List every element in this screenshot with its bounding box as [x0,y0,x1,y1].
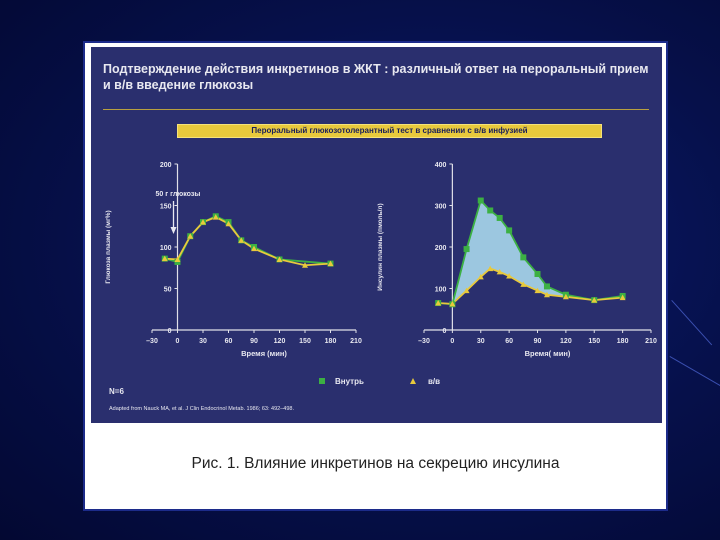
data-point-iv [506,273,513,279]
x-tick-label: 210 [645,338,657,345]
incretin-effect-area [438,200,623,305]
x-tick-label: 90 [534,338,542,345]
title-divider [103,109,649,110]
legend-iv-label: в/в [428,377,440,386]
data-point-iv [238,237,245,243]
data-point-iv [477,273,484,280]
x-axis-label: Время (мин) [241,349,287,358]
data-point-iv [534,287,541,294]
x-tick-label: 0 [176,338,180,345]
data-point-oral [496,214,503,221]
y-tick-label: 200 [435,245,447,252]
data-point-iv [200,219,206,225]
source-note: Adapted from Nauck MA, et al. J Clin End… [109,406,294,412]
data-point-iv [174,256,181,262]
data-point-iv [212,214,219,220]
dose-annotation: 50 г глюкозы [156,191,201,198]
data-point-oral [487,207,494,214]
data-point-oral [520,254,527,261]
data-point-oral [477,197,484,204]
data-point-iv [463,287,470,294]
x-tick-label: 90 [250,338,258,345]
data-point-iv [619,294,626,301]
data-point-oral [543,283,550,290]
n-label: N=6 [109,387,124,396]
legend-oral-marker [319,378,325,384]
y-tick-label: 50 [164,287,172,294]
x-tick-label: –30 [418,338,430,345]
legend-oral-label: Внутрь [335,377,364,386]
data-point-iv [187,233,194,239]
y-tick-label: 100 [435,287,447,294]
slide-subtitle: Пероральный глюкозотолерантный тест в ср… [177,124,602,138]
x-tick-label: –30 [146,338,158,345]
data-point-iv [276,256,283,262]
x-tick-label: 180 [617,338,629,345]
y-tick-label: 200 [160,162,172,169]
decorative-line [671,300,713,346]
x-tick-label: 210 [350,338,362,345]
y-tick-label: 100 [160,245,172,252]
x-axis-label: Время( мин) [525,349,571,358]
x-tick-label: 120 [274,338,286,345]
y-tick-label: 300 [435,204,447,211]
data-point-iv [496,268,503,275]
y-tick-label: 0 [168,328,172,335]
data-point-iv [327,260,334,267]
x-tick-label: 120 [560,338,572,345]
data-point-iv [591,297,598,303]
y-axis-label: Инсулин плазмы (пмоль/л) [377,203,384,290]
x-tick-label: 30 [477,338,485,345]
charts-svg: –30 0 30 60 90 120 150 180 210 0 50 100 150 200 Время … [105,162,657,412]
figure-frame: Подтверждение действия инкретинов в ЖКТ … [83,41,668,511]
series-line-oral [164,215,331,265]
dose-arrow-head [170,227,177,234]
data-point-iv [543,291,550,298]
data-point-oral [506,227,513,234]
slide-title: Подтверждение действия инкретинов в ЖКТ … [103,62,649,92]
x-tick-label: 180 [325,338,337,345]
x-tick-label: 30 [199,338,207,345]
data-point-iv [251,245,257,252]
x-tick-label: 0 [450,338,454,345]
y-tick-label: 150 [160,204,172,211]
chart-panel: Подтверждение действия инкретинов в ЖКТ … [91,47,662,423]
y-axis-label: Глюкоза плазмы (мг%) [105,210,112,283]
data-point-oral [463,246,470,253]
y-tick-label: 400 [435,162,447,169]
data-point-iv [302,262,308,268]
data-point-iv [161,255,168,262]
data-point-iv [225,220,232,227]
x-tick-label: 150 [299,338,311,345]
data-point-iv [562,293,569,300]
x-tick-label: 60 [505,338,513,345]
series-line-iv [164,216,331,267]
data-point-iv [487,265,494,272]
x-tick-label: 150 [588,338,600,345]
data-point-iv [520,281,527,287]
x-tick-label: 60 [225,338,233,345]
insulin-chart: –30 0 30 60 90 120 150 180 210 0 100 200 300 400 Время… [377,162,657,358]
figure-caption: Рис. 1. Влияние инкретинов на секрецию и… [191,455,560,472]
data-point-oral [534,270,541,277]
data-point-iv [449,300,456,307]
data-point-iv [435,300,442,306]
legend-iv-marker [410,378,416,384]
decorative-line [669,356,720,387]
y-tick-label: 0 [442,328,446,335]
glucose-chart: –30 0 30 60 90 120 150 180 210 0 50 100 150 200 Время … [105,162,362,358]
